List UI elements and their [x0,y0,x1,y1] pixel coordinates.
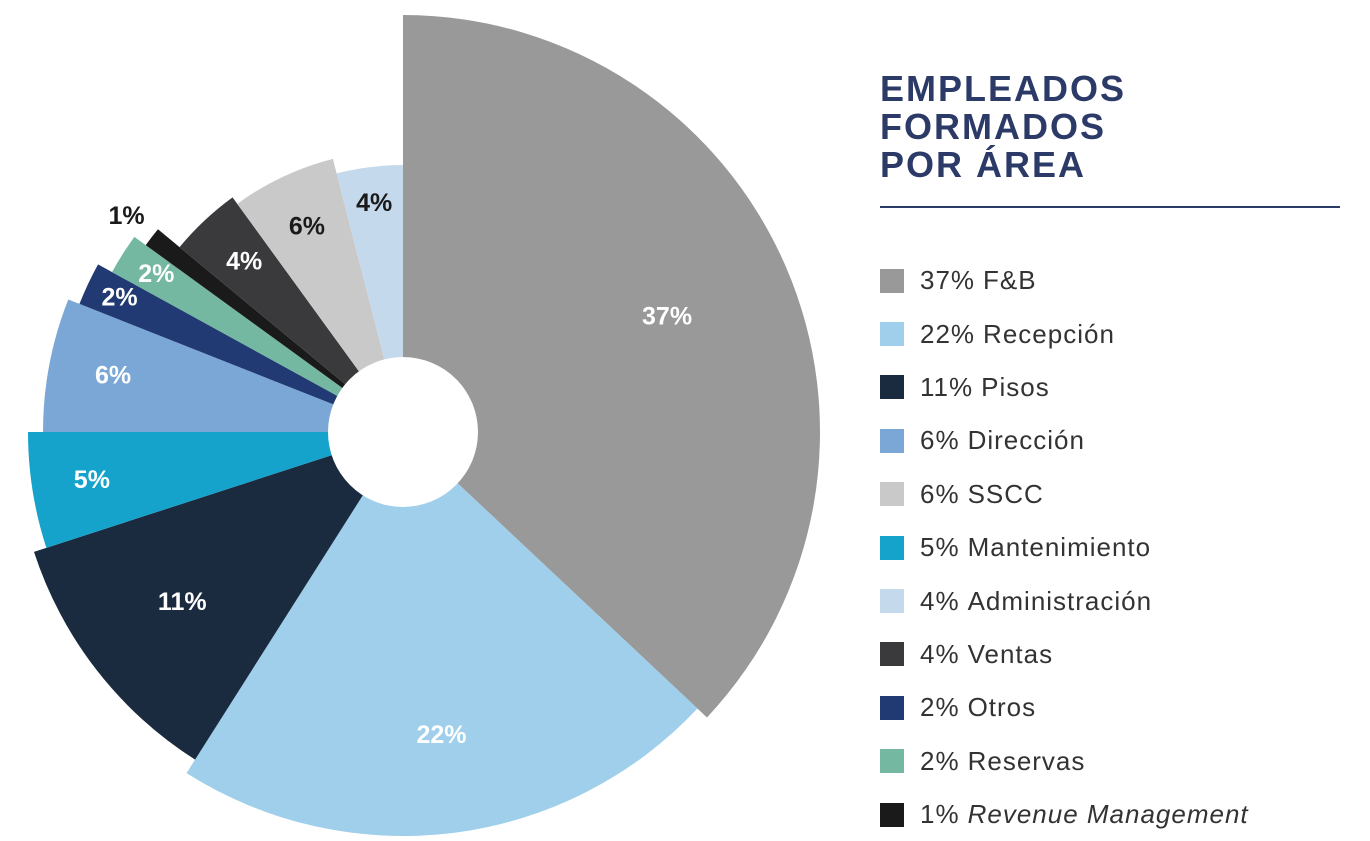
legend-label: Ventas [967,638,1054,669]
chart: 37% 22% 11% 5% 6% 2%2% 1% 4% 6% 4% [28,15,821,836]
legend-label: Mantenimiento [967,532,1152,563]
legend-swatch [880,482,904,507]
slice [186,432,698,836]
legend-value: 1% [920,799,960,830]
slice [403,15,821,718]
legend-value: 4% [920,585,960,616]
slice [237,158,403,432]
legend-value: 11% [920,371,974,402]
legend-swatch [880,268,904,293]
legend-swatch [880,802,904,827]
slice-label: 11% [158,588,207,616]
slice-label: 6% [95,361,131,389]
slice [112,236,403,432]
legend-label: Revenue Management [967,799,1249,830]
slice-label: 4% [356,189,392,217]
legend-swatch [880,695,904,720]
slice-label: 2% [138,260,174,288]
slice-label: 6% [289,212,325,240]
slice-label: 4% [226,247,262,275]
legend: 37% F&B 22% Recepción 11% Pisos 6% Dirección 6% S… [880,254,1249,841]
legend-swatch [880,322,904,347]
slice-label: 2% [102,283,138,311]
slice [179,197,403,432]
legend-swatch [880,642,904,667]
legend-label: F&B [983,265,1037,296]
slice [28,432,403,548]
legend-swatch [880,375,904,400]
legend-label: Dirección [967,425,1085,456]
legend-value: 22% [920,318,976,349]
legend-item: 6% SSCC [880,468,1249,521]
legend-value: 6% [920,478,960,509]
slice [43,299,403,432]
legend-swatch [880,749,904,774]
legend-item: 4% Ventas [880,628,1249,681]
legend-item: 2% Otros [880,681,1249,734]
chart-title: EMPLEADOS FORMADOS POR ÁREA [880,68,1127,185]
legend-value: 2% [920,745,960,776]
legend-item: 1% Revenue Management [880,788,1249,841]
legend-label: Reservas [967,745,1086,776]
legend-value: 4% [920,638,960,669]
legend-item: 6% Dirección [880,414,1249,467]
legend-label: Otros [967,692,1037,723]
slice-label: 1% [109,202,145,230]
legend-item: 4% Administración [880,574,1249,627]
title-rule [880,206,1340,208]
legend-label: Recepción [983,318,1115,349]
legend-swatch [880,535,904,560]
legend-item: 5% Mantenimiento [880,521,1249,574]
slice-label: 5% [74,466,110,494]
legend-swatch [880,589,904,614]
legend-item: 11% Pisos [880,361,1249,414]
legend-value: 2% [920,692,960,723]
legend-value: 5% [920,532,960,563]
slice-label: 37% [642,302,692,330]
legend-swatch [880,428,904,453]
legend-label: Pisos [981,371,1050,402]
legend-item: 37% F&B [880,254,1249,307]
legend-item: 2% Reservas [880,735,1249,788]
center-hole [328,357,478,507]
slice [33,432,403,760]
legend-label: Administración [967,585,1153,616]
slice [79,264,404,432]
legend-value: 6% [920,425,960,456]
slice-label: 22% [416,721,466,749]
slice [145,229,403,432]
legend-label: SSCC [967,478,1044,509]
legend-value: 37% [920,265,976,296]
legend-item: 22% Recepción [880,307,1249,360]
